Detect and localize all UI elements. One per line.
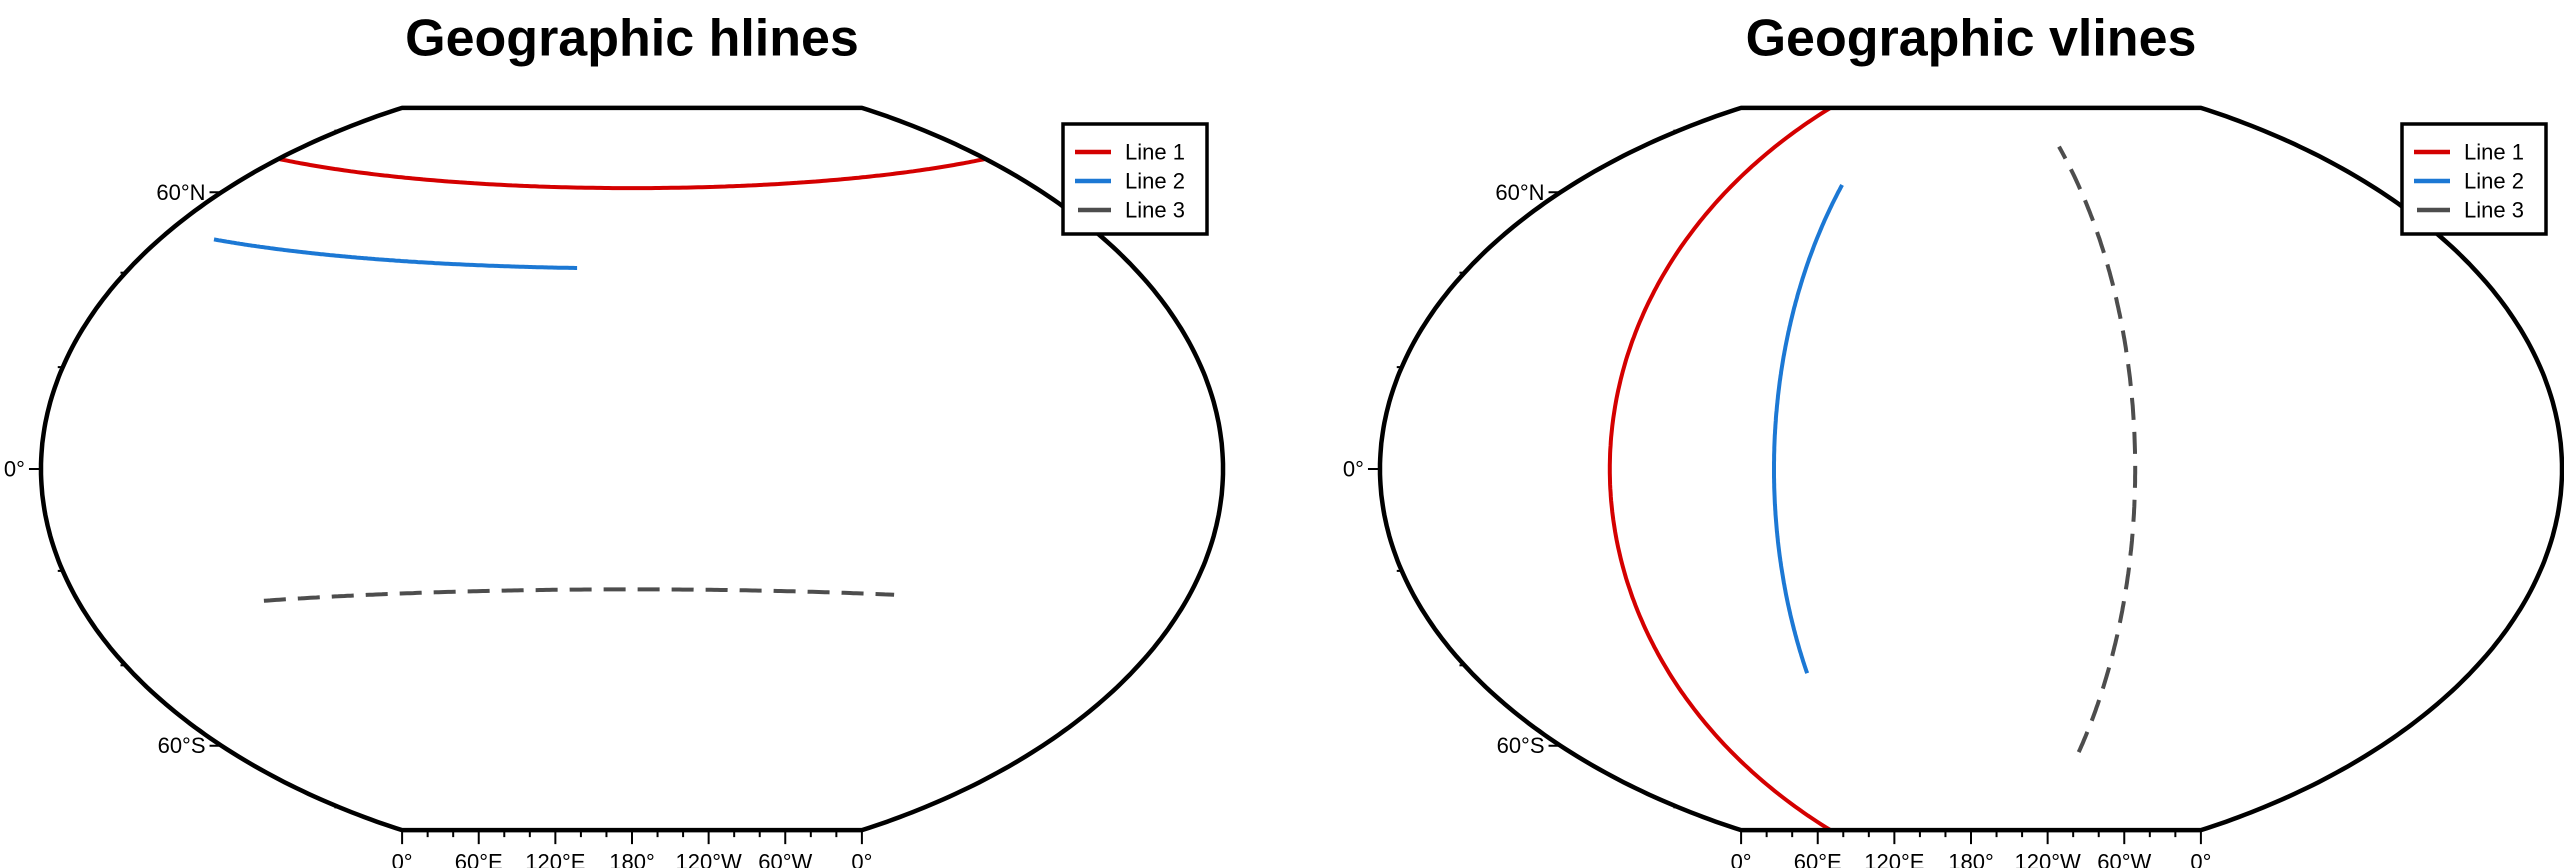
y-tick-label: 60°N bbox=[156, 180, 205, 205]
series-line-2 bbox=[213, 237, 578, 270]
x-tick-label: 180° bbox=[1948, 850, 1994, 868]
legend-label: Line 3 bbox=[1125, 198, 1185, 223]
x-tick-label: 60°W bbox=[2097, 850, 2151, 868]
map-frame bbox=[38, 105, 1226, 833]
x-tick-label: 180° bbox=[609, 850, 655, 868]
legend-label: Line 2 bbox=[2464, 169, 2524, 194]
y-tick-label: 60°S bbox=[158, 733, 206, 758]
x-tick-label: 0° bbox=[851, 850, 872, 868]
x-tick-label: 60°E bbox=[455, 850, 503, 868]
y-tick-label: 60°S bbox=[1497, 733, 1545, 758]
x-tick-label: 120°E bbox=[1864, 850, 1924, 868]
y-tick-label: 0° bbox=[4, 457, 25, 482]
legend: Line 1 Line 2 Line 3 bbox=[2400, 122, 2548, 236]
legend-label: Line 3 bbox=[2464, 198, 2524, 223]
chart-title: Geographic hlines bbox=[405, 10, 859, 68]
series-line-1 bbox=[1607, 106, 1832, 832]
x-tick-label: 120°W bbox=[675, 850, 742, 868]
legend-label: Line 1 bbox=[2464, 140, 2524, 165]
x-tick-label: 60°E bbox=[1794, 850, 1842, 868]
series-line-1 bbox=[278, 156, 986, 191]
legend: Line 1 Line 2 Line 3 bbox=[1061, 122, 1209, 236]
hlines-panel: Geographic hlines 60°S 0° 60°N 0° 60°E 120°E 1… bbox=[4, 10, 1226, 868]
series-line-2 bbox=[1772, 183, 1844, 674]
map-frame bbox=[1377, 105, 2564, 833]
y-tick-label: 0° bbox=[1343, 457, 1364, 482]
chart-title: Geographic vlines bbox=[1746, 10, 2197, 68]
y-tick-label: 60°N bbox=[1495, 180, 1544, 205]
legend-label: Line 2 bbox=[1125, 169, 1185, 194]
x-tick-label: 0° bbox=[2190, 850, 2211, 868]
x-tick-label: 120°W bbox=[2014, 850, 2081, 868]
x-tick-label: 120°E bbox=[525, 850, 585, 868]
series-line-3 bbox=[263, 587, 895, 603]
vlines-panel: Geographic vlines 60°S 0° 60°N 0° 60°E 120°E 1… bbox=[1343, 10, 2564, 868]
x-tick-label: 60°W bbox=[758, 850, 812, 868]
series-line-3 bbox=[2057, 145, 2138, 753]
legend-label: Line 1 bbox=[1125, 140, 1185, 165]
x-tick-label: 0° bbox=[1731, 850, 1752, 868]
x-tick-label: 0° bbox=[392, 850, 413, 868]
